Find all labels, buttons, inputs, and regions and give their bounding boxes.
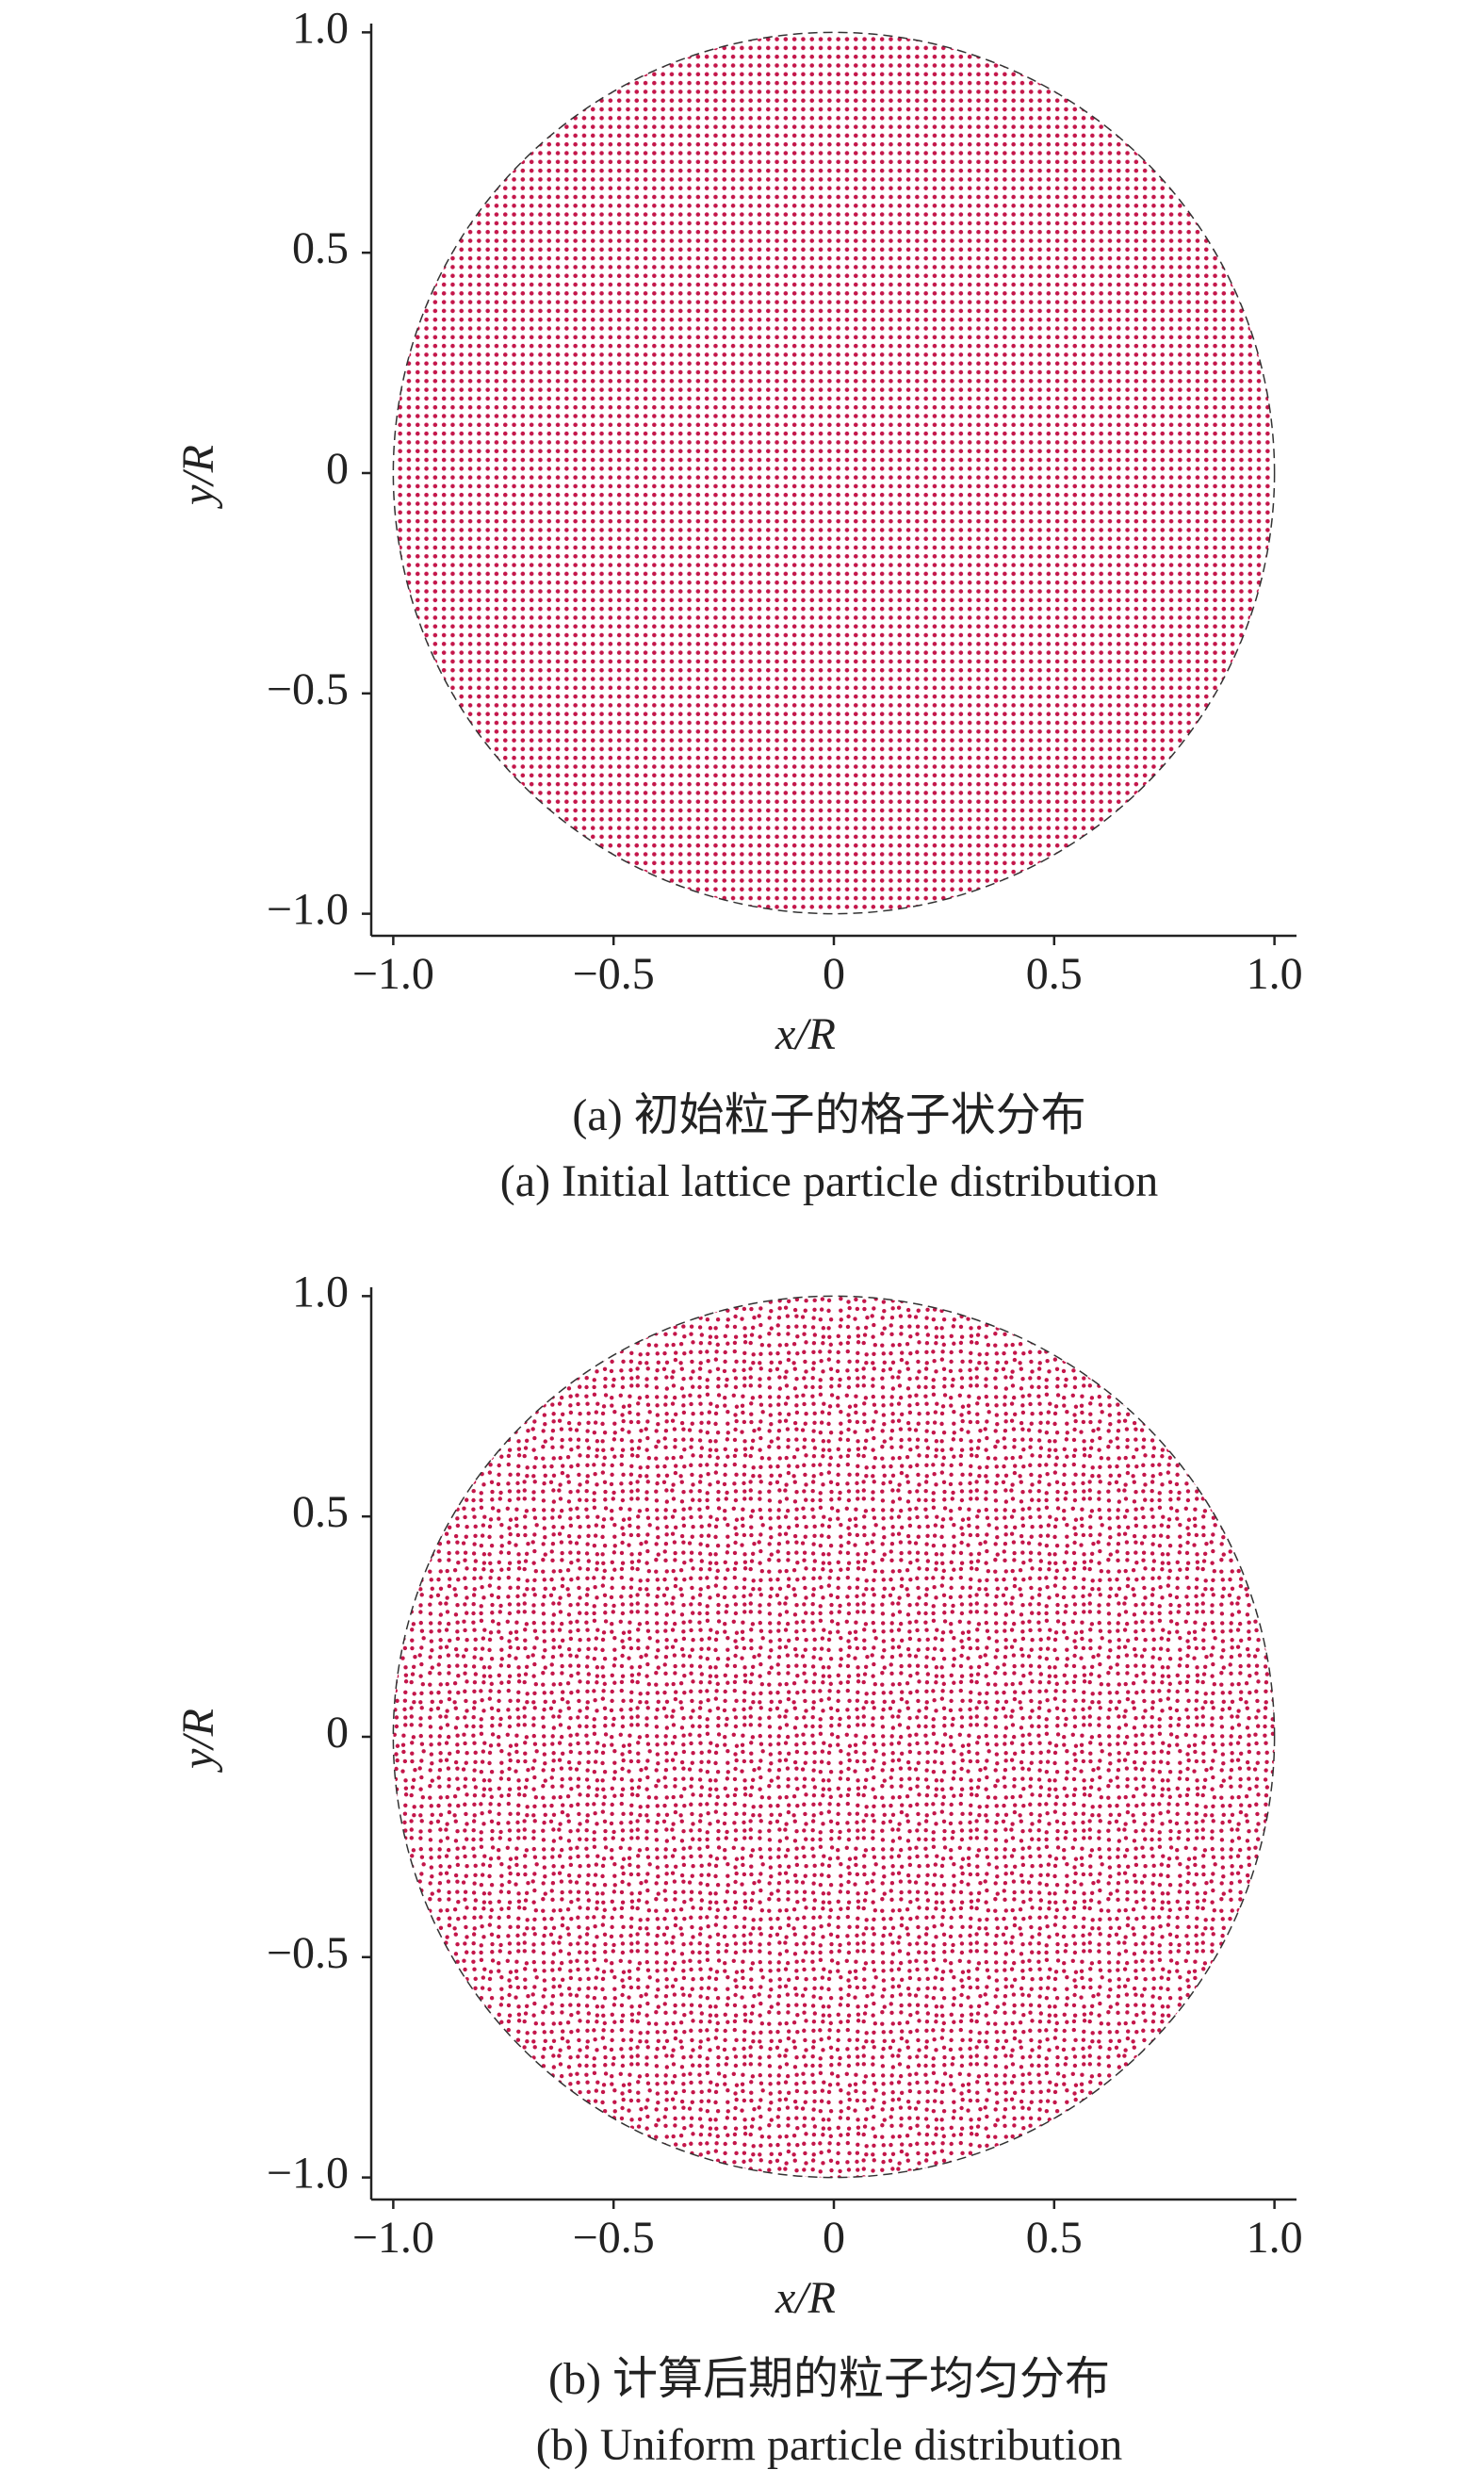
caption-en: (b) Uniform particle distribution	[536, 2420, 1123, 2470]
y-tick-label: 1.0	[292, 1267, 349, 1317]
y-tick-label: −1.0	[267, 2149, 349, 2199]
x-tick-label: 0.5	[1026, 949, 1083, 999]
x-tick-label: 1.0	[1247, 2213, 1303, 2263]
y-axis-label: y/R	[173, 1709, 223, 1774]
x-axis-label: x/R	[775, 1009, 836, 1059]
y-tick-label: 0	[326, 444, 349, 494]
y-tick-label: 0	[326, 1708, 349, 1758]
x-tick-label: −1.0	[352, 949, 434, 999]
caption-en: (a) Initial lattice particle distributio…	[500, 1156, 1158, 1206]
subplot: −1.0 −0.5 0 0.5 1.0 −1.0 −0.5 0 0.5 1.0 x/R y/R (b) …	[173, 1267, 1303, 2470]
x-axis-label: x/R	[775, 2273, 836, 2323]
domain-boundary	[392, 1295, 1276, 2179]
y-tick-label: 0.5	[292, 1487, 349, 1537]
y-tick-label: −0.5	[267, 664, 349, 714]
particle-field	[393, 1296, 1275, 2178]
x-tick-label: 0.5	[1026, 2213, 1083, 2263]
subplot: −1.0 −0.5 0 0.5 1.0 −1.0 −0.5 0 0.5 1.0 x/R y/R (a) …	[173, 3, 1303, 1206]
y-tick-label: −0.5	[267, 1928, 349, 1978]
particle-field	[393, 32, 1275, 914]
y-tick-label: −1.0	[267, 885, 349, 935]
domain-boundary	[392, 31, 1276, 915]
caption-zh: (b) 计算后期的粒子均匀分布	[548, 2354, 1110, 2404]
x-tick-label: −1.0	[352, 2213, 434, 2263]
x-tick-label: −0.5	[573, 949, 655, 999]
y-tick-label: 0.5	[292, 223, 349, 273]
x-tick-label: 0	[823, 2213, 845, 2263]
x-tick-label: 1.0	[1247, 949, 1303, 999]
x-tick-label: 0	[823, 949, 845, 999]
x-tick-label: −0.5	[573, 2213, 655, 2263]
y-tick-label: 1.0	[292, 3, 349, 53]
y-axis-label: y/R	[173, 445, 223, 510]
caption-zh: (a) 初始粒子的格子状分布	[572, 1090, 1085, 1140]
